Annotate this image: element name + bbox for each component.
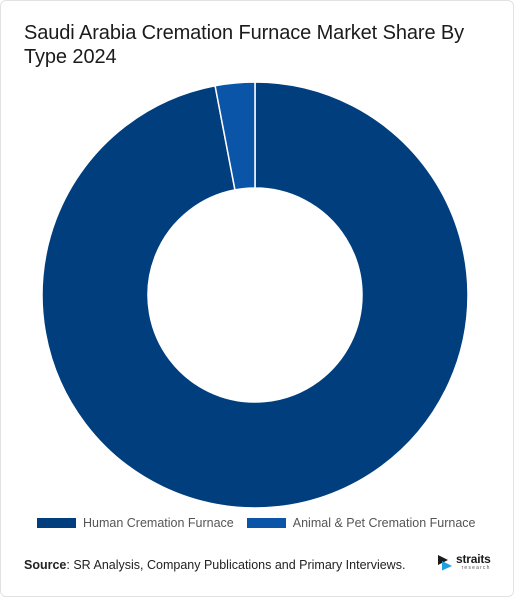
legend-label-animal-pet: Animal & Pet Cremation Furnace <box>292 516 476 530</box>
logo-word: straits <box>456 552 491 566</box>
logo-sub: research <box>461 565 491 571</box>
legend: Human Cremation Furnace Animal & Pet Cre… <box>37 516 488 530</box>
source-text: : SR Analysis, Company Publications and … <box>66 558 406 572</box>
chart-title: Saudi Arabia Cremation Furnace Market Sh… <box>24 22 465 68</box>
straits-research-logo: straits research <box>437 553 491 571</box>
source-note: Source: SR Analysis, Company Publication… <box>24 558 405 572</box>
legend-swatch-animal-pet <box>246 518 286 528</box>
donut-chart <box>41 81 469 509</box>
legend-swatch-human <box>37 518 76 528</box>
slice-animal-pet[interactable] <box>214 81 256 191</box>
source-label: Source <box>24 558 67 572</box>
legend-item-animal-pet[interactable]: Animal & Pet Cremation Furnace <box>246 516 476 530</box>
slice-human[interactable] <box>41 81 469 509</box>
legend-label-human: Human Cremation Furnace <box>83 516 234 530</box>
logo-mark-icon <box>438 555 452 571</box>
legend-item-human[interactable]: Human Cremation Furnace <box>37 516 234 530</box>
